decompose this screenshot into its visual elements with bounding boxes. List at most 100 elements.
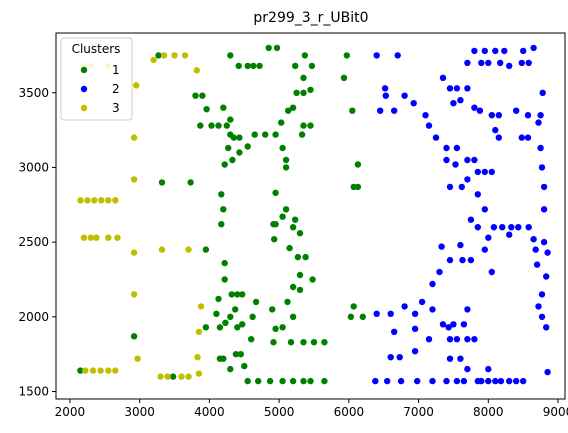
point-cluster-1 (77, 367, 84, 374)
point-cluster-2 (436, 268, 443, 276)
point-cluster-1 (296, 230, 304, 237)
point-cluster-2 (457, 97, 464, 104)
point-cluster-2 (471, 156, 478, 164)
point-cluster-1 (282, 164, 290, 171)
point-cluster-1 (289, 377, 297, 385)
point-cluster-3 (112, 367, 119, 374)
point-cluster-1 (227, 52, 234, 59)
point-cluster-2 (481, 47, 488, 55)
point-cluster-2 (422, 112, 429, 119)
point-cluster-3 (195, 328, 203, 335)
point-cluster-1 (227, 313, 234, 320)
y-tick-label: 1500 (18, 385, 49, 399)
point-cluster-2 (396, 354, 403, 361)
points-layer (77, 44, 551, 385)
point-cluster-2 (471, 336, 478, 343)
point-cluster-2 (471, 104, 478, 111)
point-cluster-1 (294, 253, 302, 261)
point-cluster-1 (234, 324, 241, 331)
point-cluster-1 (354, 183, 362, 191)
point-cluster-2 (488, 268, 495, 276)
point-cluster-2 (458, 183, 465, 191)
point-cluster-2 (429, 306, 436, 313)
point-cluster-2 (464, 176, 471, 183)
point-cluster-2 (537, 144, 544, 152)
point-cluster-3 (130, 249, 138, 256)
point-cluster-2 (391, 107, 398, 114)
point-cluster-2 (464, 59, 471, 67)
point-cluster-1 (192, 92, 199, 99)
point-cluster-2 (495, 134, 502, 141)
point-cluster-1 (350, 303, 357, 310)
point-cluster-2 (446, 85, 454, 92)
point-cluster-1 (271, 236, 278, 243)
point-cluster-3 (193, 67, 200, 74)
point-cluster-2 (518, 134, 525, 141)
point-cluster-1 (202, 324, 210, 331)
x-axis: 2000 3000 4000 5000 6000 7000 8000 9000 (55, 399, 568, 419)
point-cluster-1 (213, 310, 220, 317)
point-cluster-2 (499, 224, 506, 231)
point-cluster-1 (347, 313, 355, 320)
point-cluster-2 (520, 47, 527, 55)
point-cluster-1 (354, 161, 362, 168)
point-cluster-1 (282, 206, 290, 213)
point-cluster-2 (540, 183, 548, 191)
point-cluster-2 (410, 100, 417, 107)
point-cluster-1 (187, 179, 194, 186)
point-cluster-2 (506, 231, 513, 238)
point-cluster-2 (535, 303, 542, 310)
point-cluster-1 (340, 74, 348, 82)
point-cluster-2 (443, 377, 450, 385)
point-cluster-2 (476, 107, 484, 114)
point-cluster-1 (250, 62, 257, 70)
point-cluster-1 (203, 106, 210, 113)
point-cluster-2 (525, 224, 532, 231)
point-cluster-2 (533, 261, 541, 268)
point-cluster-2 (543, 273, 550, 280)
point-cluster-1 (256, 62, 263, 70)
point-cluster-2 (459, 256, 466, 264)
point-cluster-2 (501, 47, 508, 55)
point-cluster-1 (130, 333, 138, 340)
point-cluster-2 (497, 377, 505, 385)
point-cluster-1 (249, 313, 256, 320)
point-cluster-3 (130, 176, 138, 183)
point-cluster-2 (539, 89, 546, 97)
point-cluster-3 (91, 197, 98, 204)
point-cluster-2 (530, 44, 537, 52)
point-cluster-3 (87, 234, 95, 241)
point-cluster-2 (478, 377, 485, 385)
point-cluster-2 (544, 368, 551, 376)
point-cluster-1 (287, 339, 295, 346)
point-cluster-2 (425, 122, 433, 129)
plot-frame (55, 32, 566, 400)
point-cluster-1 (309, 276, 316, 283)
point-cluster-1 (272, 131, 279, 138)
point-cluster-1 (218, 191, 225, 198)
point-cluster-3 (77, 197, 84, 204)
point-cluster-3 (150, 56, 157, 64)
point-cluster-2 (495, 112, 502, 119)
y-tick-label: 2000 (18, 310, 49, 324)
point-cluster-1 (244, 143, 251, 150)
point-cluster-2 (524, 112, 532, 119)
y-tick-label: 3000 (18, 160, 49, 174)
point-cluster-2 (372, 377, 379, 385)
point-cluster-2 (439, 74, 447, 82)
point-cluster-1 (296, 286, 304, 294)
point-cluster-1 (218, 221, 225, 228)
point-cluster-2 (384, 377, 391, 385)
point-cluster-2 (474, 224, 481, 231)
point-cluster-2 (492, 47, 499, 55)
point-cluster-2 (411, 325, 419, 332)
point-cluster-2 (530, 236, 537, 243)
point-cluster-2 (488, 168, 495, 176)
point-cluster-2 (508, 224, 515, 231)
legend-marker-2 (80, 85, 88, 93)
point-cluster-2 (382, 92, 389, 99)
point-cluster-2 (401, 92, 408, 99)
point-cluster-1 (220, 206, 227, 213)
point-cluster-1 (300, 377, 307, 385)
point-cluster-1 (251, 131, 258, 138)
